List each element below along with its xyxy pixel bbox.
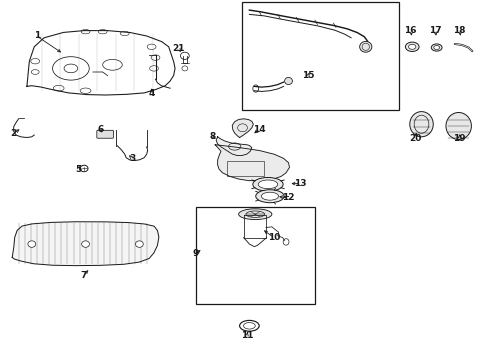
Ellipse shape bbox=[238, 209, 271, 220]
Text: 10: 10 bbox=[267, 233, 280, 242]
Text: 19: 19 bbox=[452, 134, 465, 143]
Text: 13: 13 bbox=[294, 179, 306, 188]
Ellipse shape bbox=[430, 44, 441, 51]
Ellipse shape bbox=[407, 44, 415, 49]
Text: 11: 11 bbox=[240, 331, 253, 340]
Ellipse shape bbox=[255, 190, 284, 203]
Text: 3: 3 bbox=[129, 154, 135, 163]
Ellipse shape bbox=[135, 241, 143, 247]
Ellipse shape bbox=[28, 241, 36, 247]
FancyBboxPatch shape bbox=[97, 130, 113, 138]
Polygon shape bbox=[12, 222, 159, 266]
Ellipse shape bbox=[81, 241, 89, 247]
Ellipse shape bbox=[433, 45, 439, 49]
Text: 9: 9 bbox=[192, 249, 199, 258]
Ellipse shape bbox=[445, 112, 470, 139]
Bar bbox=[242, 2, 398, 110]
Text: 20: 20 bbox=[408, 134, 421, 143]
Text: 18: 18 bbox=[452, 26, 465, 35]
Text: 16: 16 bbox=[404, 26, 416, 35]
Text: 14: 14 bbox=[252, 125, 265, 134]
Text: 5: 5 bbox=[75, 165, 81, 174]
Ellipse shape bbox=[284, 77, 292, 85]
Text: 8: 8 bbox=[209, 132, 215, 141]
Text: 7: 7 bbox=[80, 271, 86, 280]
Polygon shape bbox=[215, 145, 289, 181]
Ellipse shape bbox=[258, 180, 277, 189]
Text: 17: 17 bbox=[428, 26, 441, 35]
Ellipse shape bbox=[359, 41, 371, 52]
Polygon shape bbox=[232, 119, 253, 138]
Bar bbox=[227, 161, 264, 176]
Text: 21: 21 bbox=[172, 44, 184, 53]
Ellipse shape bbox=[252, 177, 283, 191]
Ellipse shape bbox=[405, 42, 418, 51]
Ellipse shape bbox=[261, 192, 278, 200]
Ellipse shape bbox=[409, 112, 432, 137]
Text: 4: 4 bbox=[148, 89, 155, 98]
Text: 1: 1 bbox=[34, 31, 40, 40]
Polygon shape bbox=[216, 137, 251, 156]
Text: 6: 6 bbox=[97, 125, 103, 134]
Text: 2: 2 bbox=[11, 129, 17, 138]
Text: 12: 12 bbox=[282, 194, 294, 202]
Text: 15: 15 bbox=[301, 71, 314, 80]
Bar bbox=[195, 207, 315, 304]
